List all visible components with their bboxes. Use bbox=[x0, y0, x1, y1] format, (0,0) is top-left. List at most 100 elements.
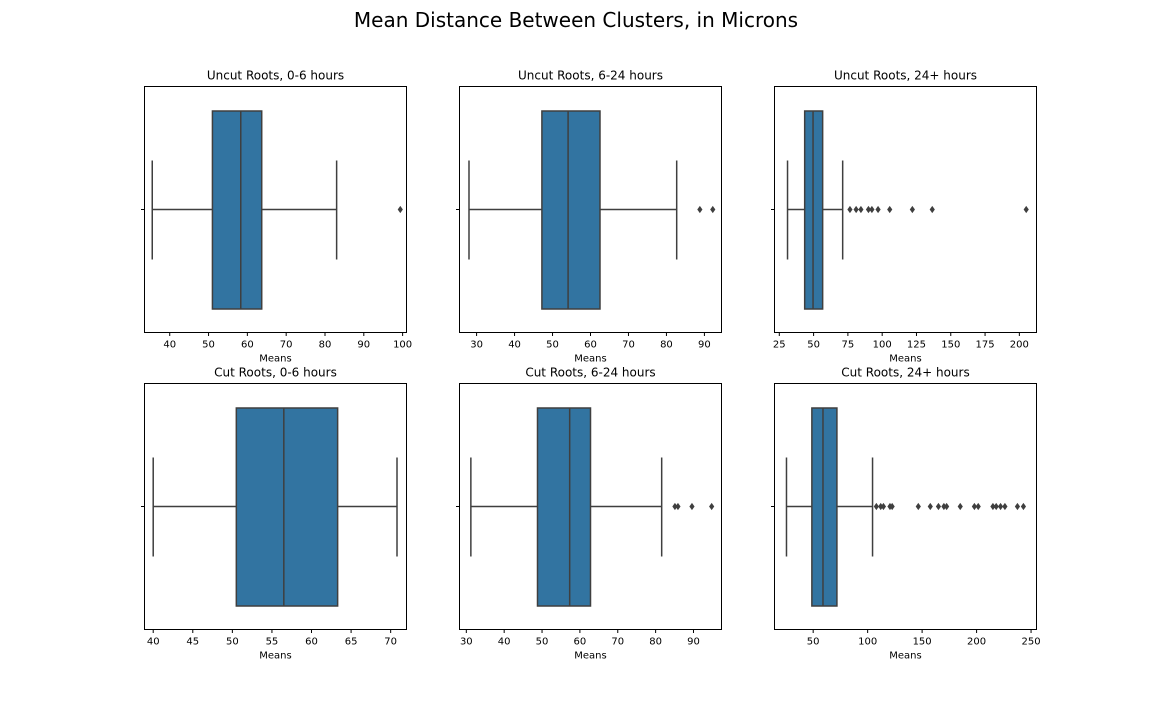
x-tick-label: 25 bbox=[773, 340, 786, 351]
x-tick-label: 50 bbox=[807, 637, 820, 648]
outlier-point bbox=[997, 502, 1004, 511]
outlier-point bbox=[869, 205, 875, 214]
x-tick-label: 50 bbox=[226, 637, 239, 648]
outlier-point bbox=[880, 502, 887, 511]
outlier-point bbox=[944, 502, 950, 511]
x-tick-label: 60 bbox=[305, 637, 318, 648]
outlier-point bbox=[675, 502, 681, 511]
outlier-point bbox=[927, 502, 933, 511]
outlier-point bbox=[993, 502, 999, 511]
outlier-point bbox=[853, 205, 859, 214]
x-axis-label: Means bbox=[574, 354, 606, 365]
iqr-box bbox=[536, 407, 592, 607]
x-tick-label: 50 bbox=[202, 340, 215, 351]
x-tick-label: 70 bbox=[384, 637, 397, 648]
outlier-point bbox=[689, 502, 695, 511]
subplot-1: 40 50 60 70 80 90 100 Means Uncut Roots, 0-6 hou… bbox=[141, 69, 412, 365]
outlier-point bbox=[909, 205, 915, 214]
subplot-4: 40 45 50 55 60 65 70 Means Cut Roots, 0-6 hours bbox=[141, 366, 407, 662]
outlier-point bbox=[858, 205, 864, 214]
x-tick-label: 60 bbox=[574, 637, 587, 648]
x-tick-label: 60 bbox=[241, 340, 254, 351]
x-tick-label: 250 bbox=[1022, 637, 1041, 648]
outlier-point bbox=[929, 205, 935, 214]
subplot-title: Uncut Roots, 24+ hours bbox=[834, 69, 977, 83]
outlier-point bbox=[1020, 502, 1027, 511]
outlier-point bbox=[878, 502, 884, 511]
x-tick-label: 50 bbox=[807, 340, 820, 351]
x-tick-label: 50 bbox=[536, 637, 549, 648]
x-tick-label: 50 bbox=[546, 340, 559, 351]
outlier-point bbox=[990, 502, 996, 511]
x-axis-label: Means bbox=[259, 651, 291, 662]
x-tick-label: 200 bbox=[1010, 340, 1029, 351]
x-tick-label: 45 bbox=[186, 637, 199, 648]
x-tick-label: 75 bbox=[842, 340, 855, 351]
outlier-point bbox=[941, 502, 947, 511]
outlier-point bbox=[1014, 502, 1021, 511]
outlier-point bbox=[915, 502, 921, 511]
x-tick-label: 70 bbox=[622, 340, 635, 351]
outlier-point bbox=[397, 205, 403, 214]
x-axis-label: Means bbox=[259, 354, 291, 365]
x-tick-label: 30 bbox=[460, 637, 473, 648]
x-tick-label: 175 bbox=[976, 340, 995, 351]
figure-title: Mean Distance Between Clusters, in Micro… bbox=[353, 8, 799, 32]
x-axis-label: Means bbox=[574, 651, 606, 662]
subplot-title: Uncut Roots, 6-24 hours bbox=[518, 69, 663, 83]
x-tick-label: 60 bbox=[584, 340, 597, 351]
iqr-box bbox=[541, 110, 601, 310]
x-tick-label: 70 bbox=[280, 340, 293, 351]
x-tick-label: 100 bbox=[858, 637, 877, 648]
iqr-box bbox=[811, 407, 838, 607]
outlier-point bbox=[889, 502, 895, 511]
outlier-point bbox=[873, 502, 879, 511]
outlier-point bbox=[697, 205, 703, 214]
x-tick-label: 80 bbox=[660, 340, 673, 351]
x-tick-label: 65 bbox=[345, 637, 358, 648]
subplot-5: 30 40 50 60 70 80 90 Means Cut Roots, 6-24 hours bbox=[456, 366, 722, 662]
outlier-point bbox=[971, 502, 978, 511]
outlier-point bbox=[865, 205, 872, 214]
subplot-2: 30 40 50 60 70 80 90 Means Uncut Roots, 6-24 hou… bbox=[456, 69, 722, 365]
x-tick-label: 55 bbox=[266, 637, 279, 648]
x-tick-label: 150 bbox=[941, 340, 960, 351]
outlier-point bbox=[709, 502, 715, 511]
x-tick-label: 40 bbox=[498, 637, 511, 648]
subplot-title: Cut Roots, 0-6 hours bbox=[214, 366, 337, 380]
x-tick-label: 150 bbox=[913, 637, 932, 648]
x-axis-label: Means bbox=[889, 354, 921, 365]
x-tick-label: 70 bbox=[611, 637, 624, 648]
outlier-point bbox=[957, 502, 963, 511]
x-tick-label: 80 bbox=[649, 637, 662, 648]
x-tick-label: 40 bbox=[508, 340, 521, 351]
outlier-point bbox=[887, 205, 893, 214]
subplot-3: 25 50 75 100 125 150 175 200 Means Uncut Roots, 2… bbox=[771, 69, 1037, 365]
outlier-point bbox=[875, 205, 881, 214]
x-tick-label: 90 bbox=[357, 340, 370, 351]
x-tick-label: 40 bbox=[163, 340, 176, 351]
x-tick-label: 30 bbox=[470, 340, 483, 351]
x-tick-label: 80 bbox=[319, 340, 332, 351]
x-tick-label: 100 bbox=[873, 340, 892, 351]
subplot-title: Uncut Roots, 0-6 hours bbox=[207, 69, 344, 83]
x-axis-label: Means bbox=[889, 651, 921, 662]
x-tick-label: 90 bbox=[698, 340, 711, 351]
outlier-point bbox=[975, 502, 981, 511]
outlier-point bbox=[710, 205, 716, 214]
iqr-box bbox=[211, 110, 263, 310]
outlier-point bbox=[1002, 502, 1008, 511]
outlier-point bbox=[672, 502, 678, 511]
x-tick-label: 200 bbox=[967, 637, 986, 648]
x-tick-label: 100 bbox=[393, 340, 412, 351]
outlier-point bbox=[935, 502, 942, 511]
subplot-title: Cut Roots, 6-24 hours bbox=[525, 366, 655, 380]
outlier-point bbox=[847, 205, 853, 214]
iqr-box bbox=[235, 407, 339, 607]
x-tick-label: 125 bbox=[907, 340, 926, 351]
outlier-point bbox=[1023, 205, 1029, 214]
subplot-title: Cut Roots, 24+ hours bbox=[841, 366, 969, 380]
subplot-6: 50 100 150 200 250 Means Cut Roots, 24+ hours bbox=[771, 366, 1041, 662]
x-tick-label: 90 bbox=[687, 637, 700, 648]
